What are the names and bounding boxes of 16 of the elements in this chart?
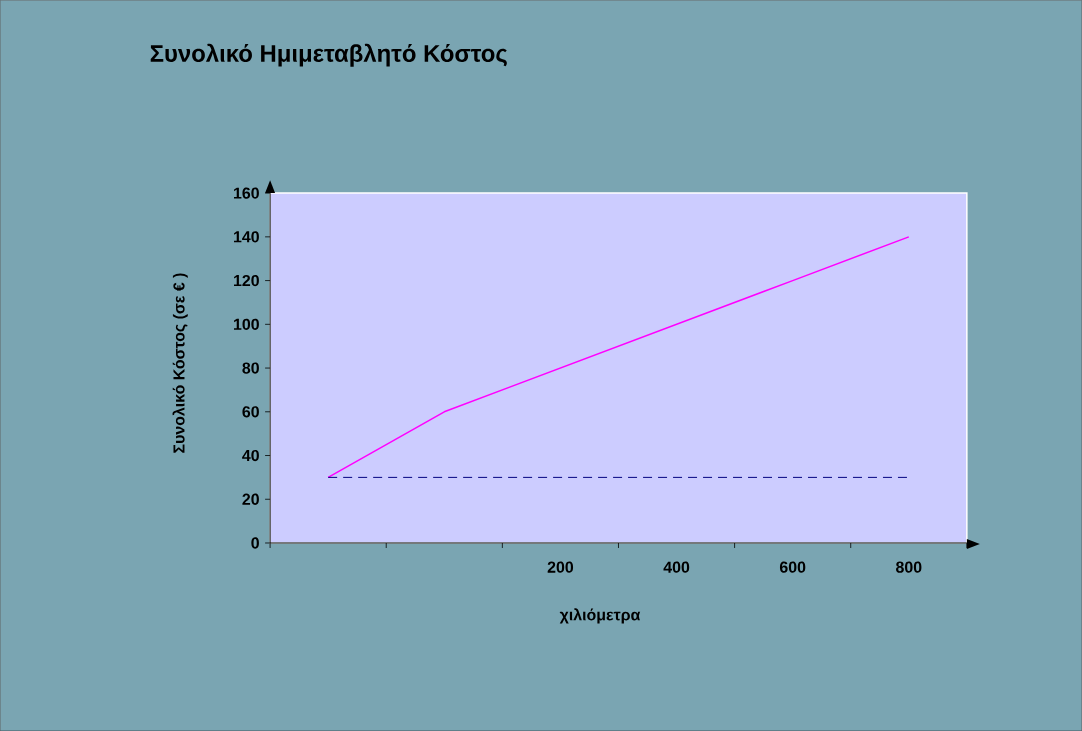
x-tick-label: 800 xyxy=(896,561,922,573)
y-tick-label: 160 xyxy=(234,187,259,199)
x-tick-label: 400 xyxy=(663,561,690,573)
y-tick-label: 60 xyxy=(242,406,259,418)
y-tick-label: 120 xyxy=(234,274,259,287)
y-tick-label: 140 xyxy=(234,231,259,243)
y-tick-label: 100 xyxy=(234,318,259,330)
chart-title: Συνολικό Ημιμεταβλητό Κόστος xyxy=(150,43,507,67)
y-tick-label: 80 xyxy=(242,362,259,374)
x-tick-label: 200 xyxy=(547,561,574,573)
y-tick-label: 0 xyxy=(251,537,259,549)
y-tick-label: 40 xyxy=(242,449,259,462)
x-tick-label: 600 xyxy=(779,561,806,573)
y-tick-label: 20 xyxy=(242,493,259,505)
x-axis-title: χιλιόμετρα xyxy=(559,608,641,624)
y-axis-title: Συνολικό Κόστος (σε € ) xyxy=(172,273,188,453)
